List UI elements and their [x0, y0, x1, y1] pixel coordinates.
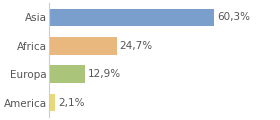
Bar: [49, 9, 214, 26]
Text: 12,9%: 12,9%: [87, 69, 121, 79]
Bar: [49, 37, 117, 55]
Text: 60,3%: 60,3%: [217, 12, 250, 22]
Bar: [49, 65, 85, 83]
Bar: [49, 94, 55, 111]
Text: 24,7%: 24,7%: [120, 41, 153, 51]
Text: 2,1%: 2,1%: [58, 98, 84, 108]
